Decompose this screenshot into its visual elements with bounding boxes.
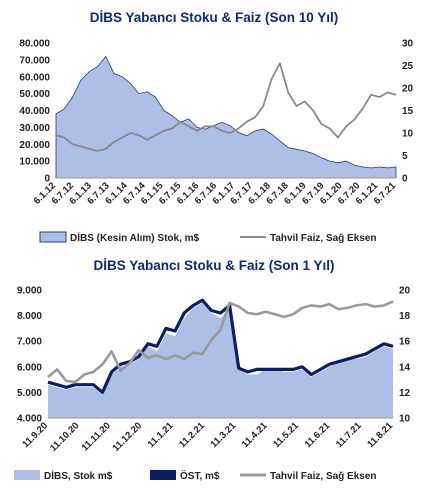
y2-tick-label: 25 — [402, 61, 414, 72]
chart-1-title: DİBS Yabancı Stoku & Faiz (Son 10 Yıl) — [90, 10, 339, 25]
chart-2-plot — [47, 298, 394, 419]
y2-tick-label: 30 — [402, 39, 414, 50]
y-tick-label: 8.000 — [17, 311, 42, 322]
x-tick-label: 11.11.20 — [80, 420, 113, 453]
y-tick-label: 50.000 — [19, 89, 50, 100]
legend-label-dibs: DİBS, Stok m$ — [44, 469, 113, 482]
chart-2-title: DİBS Yabancı Stoku & Faiz (Son 1 Yıl) — [93, 258, 334, 273]
y2-tick-label: 10 — [402, 129, 414, 140]
x-tick-label: 11.4.21 — [240, 420, 270, 450]
chart-1-plot — [55, 55, 397, 179]
legend-swatch-dibs — [14, 470, 40, 480]
x-tick-label: 11.5.21 — [271, 420, 301, 450]
legend-label-dibs-stock: DİBS (Kesin Alım) Stok, m$ — [70, 231, 200, 244]
legend-label-bond-yield: Tahvil Faiz, Sağ Eksen — [270, 233, 377, 244]
y-tick-label: 30.000 — [19, 123, 50, 134]
legend-label-bond-yield-2: Tahvil Faiz, Sağ Eksen — [270, 471, 377, 482]
x-tick-label: 11.6.21 — [303, 420, 333, 450]
y-tick-label: 5.000 — [17, 388, 42, 399]
x-tick-label: 11.12.20 — [111, 420, 145, 454]
y-tick-label: 4.000 — [17, 414, 42, 425]
series-line-1 — [55, 62, 397, 152]
y2-tick-label: 18 — [399, 311, 411, 322]
y-tick-label: 40.000 — [19, 106, 50, 117]
chart-1-y2-ticks: 30 25 20 15 10 5 0 — [402, 39, 414, 185]
legend-label-ost: ÖST, m$ — [180, 469, 220, 482]
chart-2: DİBS Yabancı Stoku & Faiz (Son 1 Yıl) 9.… — [14, 258, 411, 482]
y-tick-label: 20.000 — [19, 140, 50, 151]
chart-1-x-ticks: 6.1.126.7.126.1.136.7.136.1.146.7.146.1.… — [32, 180, 399, 207]
y2-tick-label: 20 — [402, 84, 414, 95]
x-tick-label: 11.9.20 — [20, 420, 50, 450]
x-tick-label: 11.7.21 — [334, 420, 364, 450]
series-line-1 — [47, 298, 394, 394]
y2-tick-label: 0 — [402, 174, 408, 185]
y-tick-label: 0 — [44, 174, 50, 185]
y2-tick-label: 10 — [399, 414, 411, 425]
series-area-0 — [48, 302, 393, 418]
y-tick-label: 7.000 — [17, 337, 42, 348]
chart-1-y-ticks: 80.000 70.000 60.000 50.000 40.000 30.000 20.0… — [19, 39, 50, 185]
chart-1-legend: DİBS (Kesin Alım) Stok, m$ Tahvil Faiz, … — [39, 231, 377, 244]
y2-tick-label: 20 — [399, 286, 411, 297]
series-line-2 — [47, 300, 394, 384]
chart-1: DİBS Yabancı Stoku & Faiz (Son 10 Yıl) 8… — [19, 10, 413, 244]
x-tick-label: 11.8.21 — [365, 420, 395, 450]
y2-tick-label: 15 — [402, 106, 414, 117]
y-tick-label: 70.000 — [19, 55, 50, 66]
chart-2-y2-ticks: 20 18 16 14 12 10 — [399, 286, 411, 425]
y2-tick-label: 12 — [399, 388, 411, 399]
legend-swatch-ost — [150, 470, 176, 480]
y-tick-label: 9.000 — [17, 286, 42, 297]
x-tick-label: 11.2.21 — [177, 420, 207, 450]
series-area-0 — [55, 55, 397, 179]
x-tick-label: 11.3.21 — [208, 420, 238, 450]
chart-2-legend: DİBS, Stok m$ ÖST, m$ Tahvil Faiz, Sağ E… — [14, 469, 377, 482]
legend-swatch-dibs-stock — [39, 231, 67, 243]
y2-tick-label: 5 — [402, 151, 408, 162]
y-tick-label: 60.000 — [19, 72, 50, 83]
y2-tick-label: 14 — [399, 362, 411, 373]
y2-tick-label: 16 — [399, 337, 411, 348]
y-tick-label: 6.000 — [17, 362, 42, 373]
x-tick-label: 11.1.21 — [146, 420, 176, 450]
x-tick-label: 11.10.20 — [48, 420, 82, 454]
y-tick-label: 80.000 — [19, 39, 50, 50]
chart-2-y-ticks: 9.000 8.000 7.000 6.000 5.000 4.000 — [17, 286, 42, 425]
y-tick-label: 10.000 — [19, 157, 50, 168]
